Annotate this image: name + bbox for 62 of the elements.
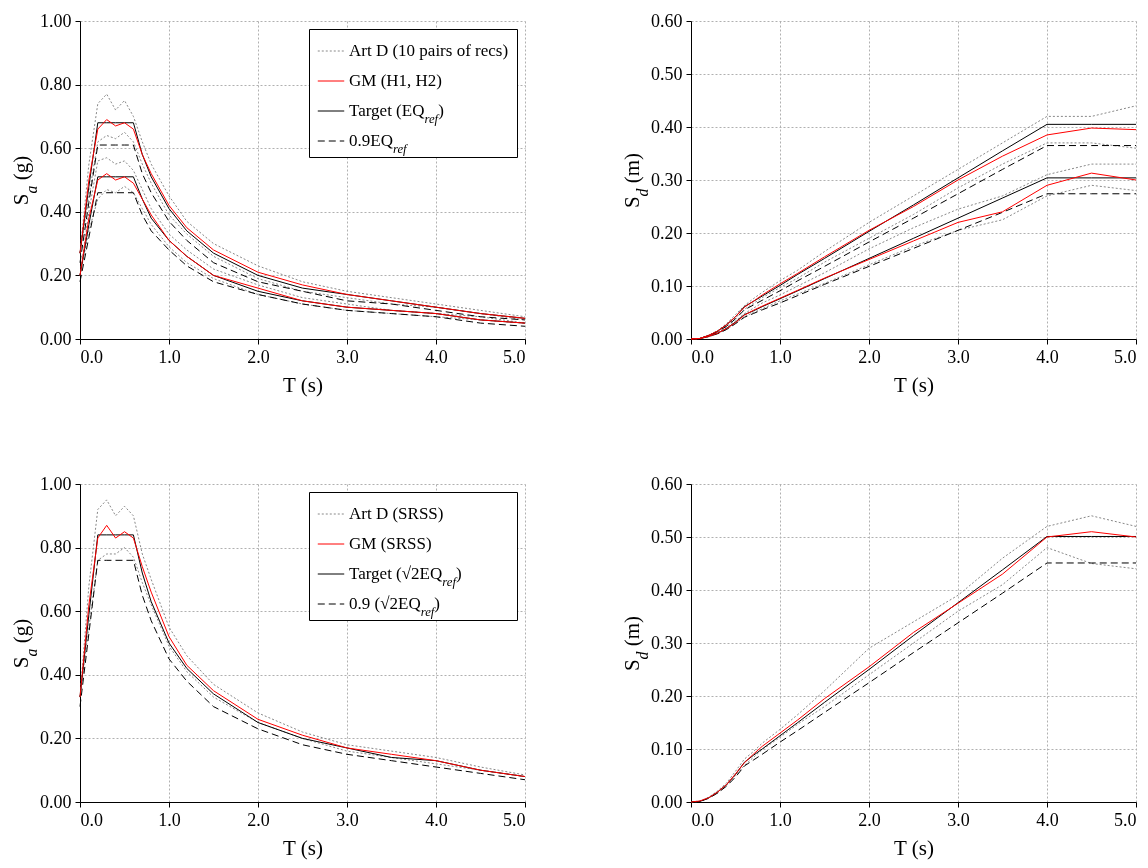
x-tick-label: 3.0 [336,346,359,367]
y-tick-label: 0.60 [40,137,72,158]
y-tick-label: 0.20 [651,222,683,243]
x-tick-label: 1.0 [158,346,181,367]
y-tick-label: 0.10 [651,275,683,296]
x-tick-label: 5.0 [1114,346,1137,367]
y-tick-label: 0.50 [651,526,683,547]
y-tick-label: 0.20 [40,264,72,285]
y-tick-label: 0.40 [40,201,72,222]
x-tick-label: 3.0 [947,809,970,830]
x-tick-label: 5.0 [503,809,526,830]
x-tick-label: 3.0 [947,346,970,367]
y-tick-label: 0.80 [40,74,72,95]
x-tick-label: 0.0 [691,809,714,830]
legend-label: 0.9 (√2EQ$_{ref}$) [349,594,441,619]
y-tick-label: 0.40 [651,116,683,137]
legend-label: Target (EQ$_{ref}$) [349,101,444,126]
x-tick-label: 1.0 [769,346,792,367]
y-tick-label: 0.20 [40,727,72,748]
x-tick-label: 0.0 [691,346,714,367]
y-tick-label: 0.60 [651,10,683,31]
y-tick-label: 1.00 [40,473,72,494]
y-tick-label: 0.60 [651,473,683,494]
legend-label: Art D (SRSS) [349,504,444,523]
y-tick-label: 0.00 [651,791,683,812]
x-tick-label: 5.0 [503,346,526,367]
x-axis-title: T (s) [894,372,934,397]
legend-label: GM (SRSS) [349,534,432,553]
x-tick-label: 1.0 [158,809,181,830]
y-tick-label: 0.10 [651,738,683,759]
y-tick-label: 0.60 [40,600,72,621]
x-axis-title: T (s) [283,835,323,860]
y-tick-label: 0.40 [40,664,72,685]
y-tick-label: 0.20 [651,685,683,706]
x-tick-label: 2.0 [858,346,881,367]
legend-label: 0.9EQ$_{ref}$ [349,131,410,156]
y-tick-label: 1.00 [40,10,72,31]
x-tick-label: 4.0 [425,809,448,830]
x-tick-label: 2.0 [247,346,270,367]
x-tick-label: 4.0 [1036,346,1059,367]
y-tick-label: 0.00 [651,328,683,349]
y-tick-label: 0.30 [651,169,683,190]
x-tick-label: 5.0 [1114,809,1137,830]
y-tick-label: 0.00 [40,791,72,812]
x-tick-label: 1.0 [769,809,792,830]
x-tick-label: 0.0 [80,809,103,830]
y-tick-label: 0.50 [651,63,683,84]
y-tick-label: 0.30 [651,632,683,653]
legend-label: Target (√2EQ$_{ref}$) [349,564,462,589]
x-tick-label: 0.0 [80,346,103,367]
x-axis-title: T (s) [894,835,934,860]
y-tick-label: 0.80 [40,537,72,558]
x-tick-label: 2.0 [247,809,270,830]
x-axis-title: T (s) [283,372,323,397]
x-tick-label: 4.0 [1036,809,1059,830]
legend-label: Art D (10 pairs of recs) [349,41,509,60]
x-tick-label: 2.0 [858,809,881,830]
x-tick-label: 4.0 [425,346,448,367]
y-tick-label: 0.40 [651,579,683,600]
x-tick-label: 3.0 [336,809,359,830]
legend-label: GM (H1, H2) [349,71,443,90]
y-tick-label: 0.00 [40,328,72,349]
